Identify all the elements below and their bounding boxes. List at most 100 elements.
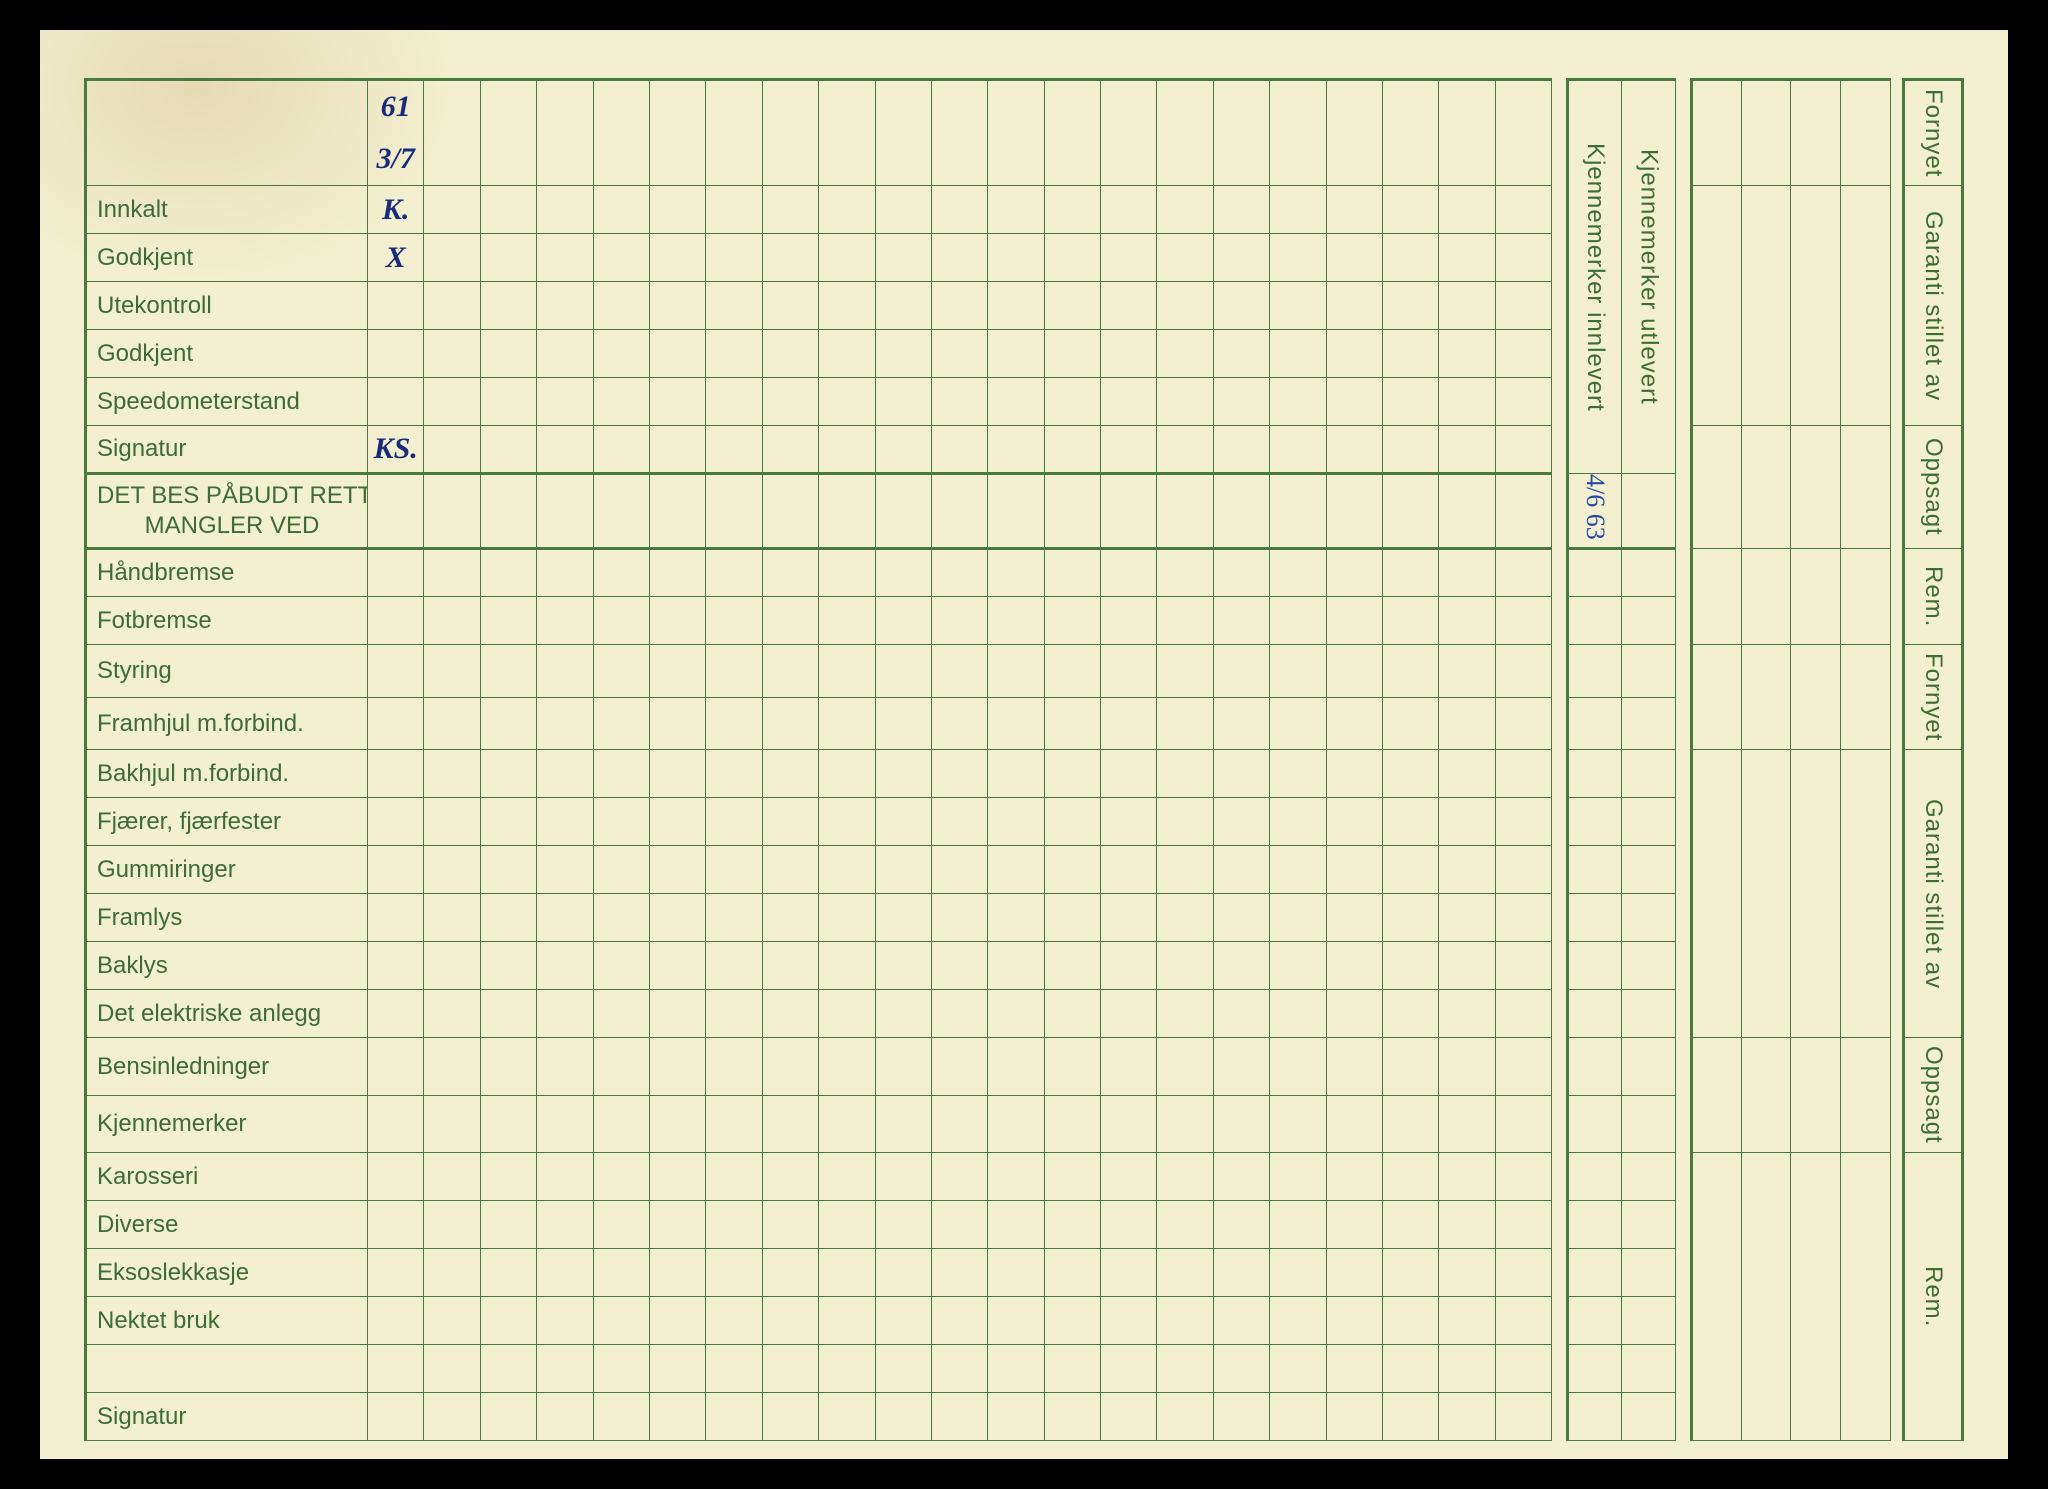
cell	[480, 597, 536, 645]
cell	[1157, 846, 1213, 894]
cell	[649, 1038, 705, 1095]
cell	[875, 549, 931, 597]
cell	[931, 282, 987, 330]
cell	[649, 942, 705, 990]
cell	[1270, 597, 1326, 645]
cell	[931, 186, 987, 234]
cell	[762, 846, 818, 894]
cell	[1439, 282, 1495, 330]
right-vert-label: Garanti stillet av	[1904, 186, 1963, 426]
cell	[537, 894, 593, 942]
cell	[649, 1201, 705, 1249]
cell	[706, 1201, 762, 1249]
cell	[1383, 426, 1439, 474]
cell	[988, 942, 1044, 990]
cell	[931, 1153, 987, 1201]
vert-cell	[1567, 894, 1621, 942]
cell	[706, 597, 762, 645]
cell	[706, 942, 762, 990]
cell	[1213, 378, 1269, 426]
cell	[762, 474, 818, 549]
cell	[649, 1297, 705, 1345]
cell	[1270, 846, 1326, 894]
cell	[649, 234, 705, 282]
cell	[1270, 1297, 1326, 1345]
cell	[819, 1153, 875, 1201]
cell	[875, 1153, 931, 1201]
cell	[706, 549, 762, 597]
cell	[875, 894, 931, 942]
cell	[819, 942, 875, 990]
cell	[1326, 282, 1382, 330]
cell	[1157, 234, 1213, 282]
cell	[931, 378, 987, 426]
row-label: Kjennemerker	[86, 1095, 368, 1152]
hand-3-7: 3/7	[377, 142, 415, 175]
right-cell	[1741, 549, 1791, 645]
cell	[1101, 1297, 1157, 1345]
cell	[1439, 942, 1495, 990]
row-label	[86, 1345, 368, 1393]
cell	[480, 750, 536, 798]
cell	[593, 1153, 649, 1201]
row-label: Eksoslekkasje	[86, 1249, 368, 1297]
cell	[1157, 1297, 1213, 1345]
cell	[931, 645, 987, 698]
cell	[875, 645, 931, 698]
cell	[649, 597, 705, 645]
cell	[762, 1297, 818, 1345]
cell	[1326, 234, 1382, 282]
cell	[368, 645, 424, 698]
cell	[424, 549, 480, 597]
cell	[819, 798, 875, 846]
cell	[706, 1038, 762, 1095]
vert-cell	[1622, 942, 1676, 990]
cell	[706, 186, 762, 234]
right-cell	[1791, 80, 1841, 186]
cell	[1383, 942, 1439, 990]
cell	[593, 1249, 649, 1297]
cell	[1044, 234, 1100, 282]
cell	[762, 234, 818, 282]
cell	[931, 426, 987, 474]
row-label: Gummiringer	[86, 846, 368, 894]
cell	[875, 846, 931, 894]
cell	[1439, 80, 1495, 186]
cell	[819, 1393, 875, 1441]
right-cell	[1741, 426, 1791, 549]
cell	[1326, 798, 1382, 846]
cell	[1101, 330, 1157, 378]
cell	[1439, 990, 1495, 1038]
cell	[649, 186, 705, 234]
cell	[424, 1297, 480, 1345]
cell	[706, 282, 762, 330]
cell	[819, 234, 875, 282]
row-label: Bensinledninger	[86, 1038, 368, 1095]
gap	[1552, 80, 1568, 1441]
cell	[1044, 1345, 1100, 1393]
cell	[1270, 1201, 1326, 1249]
cell	[1270, 1393, 1326, 1441]
cell	[931, 474, 987, 549]
cell	[1326, 378, 1382, 426]
cell	[819, 1297, 875, 1345]
cell	[1044, 1038, 1100, 1095]
cell	[988, 750, 1044, 798]
right-cell	[1692, 750, 1742, 1038]
cell	[988, 282, 1044, 330]
cell	[1383, 282, 1439, 330]
row-label: Godkjent	[86, 234, 368, 282]
paper-card: 61Kjennemerker innlevertKjennemerker utl…	[40, 30, 2008, 1459]
cell	[480, 1095, 536, 1152]
cell	[931, 750, 987, 798]
cell	[368, 597, 424, 645]
cell	[368, 990, 424, 1038]
cell	[762, 330, 818, 378]
cell	[424, 1038, 480, 1095]
cell	[1439, 474, 1495, 549]
cell	[1326, 942, 1382, 990]
cell	[988, 697, 1044, 750]
cell	[1495, 645, 1551, 698]
cell	[368, 1393, 424, 1441]
cell	[424, 1393, 480, 1441]
